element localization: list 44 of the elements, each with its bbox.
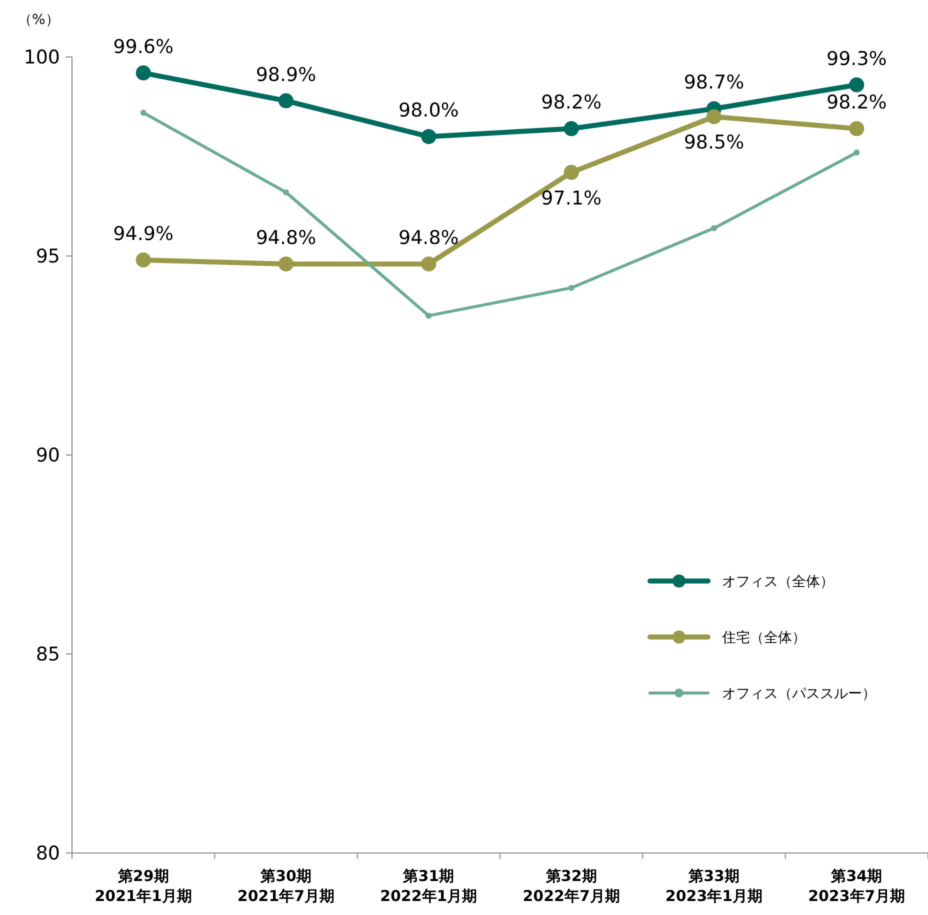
legend-label: 住宅（全体） bbox=[721, 630, 806, 646]
data-label: 97.1% bbox=[541, 187, 602, 210]
y-tick-label: 85 bbox=[36, 644, 60, 666]
data-label: 98.2% bbox=[541, 92, 602, 114]
data-label: 98.9% bbox=[256, 64, 316, 86]
data-label: 98.7% bbox=[684, 72, 744, 94]
y-tick-label: 80 bbox=[36, 842, 60, 865]
data-label: 99.6% bbox=[113, 36, 174, 58]
y-tick-label: 90 bbox=[36, 444, 60, 467]
point bbox=[564, 164, 579, 180]
x-tick-label: 第31期 2022年1月期 bbox=[380, 867, 478, 905]
y-tick-label: 100 bbox=[24, 46, 60, 69]
point bbox=[426, 312, 432, 319]
x-tick-label: 第32期 2022年7月期 bbox=[522, 867, 620, 905]
point bbox=[421, 129, 436, 144]
point bbox=[136, 252, 151, 268]
point bbox=[854, 150, 860, 156]
point bbox=[136, 65, 151, 80]
data-label: 94.8% bbox=[398, 226, 459, 249]
data-label: 94.9% bbox=[113, 222, 174, 245]
data-label: 98.2% bbox=[826, 92, 887, 114]
point bbox=[421, 256, 436, 272]
point bbox=[564, 121, 579, 136]
x-tick-label: 第29期 2021年1月期 bbox=[94, 867, 192, 905]
legend-label: オフィス（全体） bbox=[722, 574, 834, 590]
x-tick-label: 第33期 2023年1月期 bbox=[665, 867, 763, 905]
y-tick-label: 95 bbox=[36, 246, 60, 268]
point bbox=[849, 121, 864, 136]
point bbox=[140, 110, 146, 116]
data-label: 98.0% bbox=[398, 100, 459, 122]
point bbox=[568, 284, 574, 291]
point bbox=[283, 189, 289, 196]
legend-label: オフィス（パススルー） bbox=[722, 686, 876, 702]
x-tick-label: 第30期 2021年7月期 bbox=[237, 867, 335, 905]
data-label: 98.5% bbox=[684, 132, 744, 154]
point bbox=[849, 77, 864, 92]
data-label: 99.3% bbox=[826, 48, 887, 70]
point bbox=[278, 93, 294, 108]
data-label: 94.8% bbox=[256, 226, 316, 249]
point bbox=[706, 109, 722, 124]
point bbox=[278, 256, 294, 272]
y-axis-title: （%） bbox=[18, 12, 60, 28]
point bbox=[711, 225, 717, 232]
x-tick-label: 第34期 2023年7月期 bbox=[808, 867, 906, 905]
